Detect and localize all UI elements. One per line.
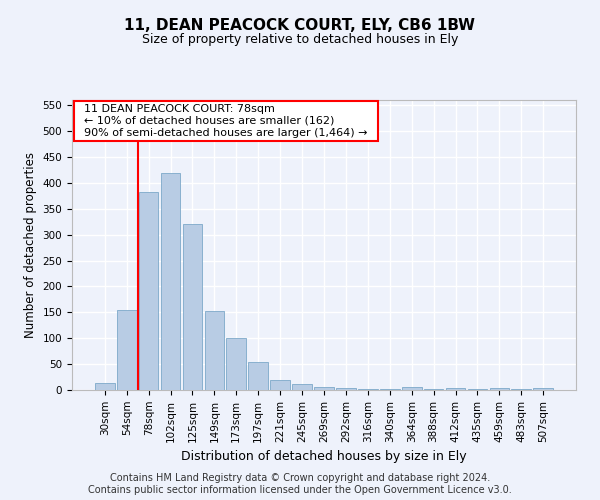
Bar bbox=[182, 224, 202, 390]
Text: 11, DEAN PEACOCK COURT, ELY, CB6 1BW: 11, DEAN PEACOCK COURT, ELY, CB6 1BW bbox=[125, 18, 476, 32]
Bar bbox=[292, 384, 312, 390]
Text: Size of property relative to detached houses in Ely: Size of property relative to detached ho… bbox=[142, 32, 458, 46]
Bar bbox=[248, 362, 268, 390]
Text: Contains HM Land Registry data © Crown copyright and database right 2024.
Contai: Contains HM Land Registry data © Crown c… bbox=[88, 474, 512, 495]
Bar bbox=[380, 389, 400, 390]
Bar bbox=[336, 388, 356, 390]
Bar bbox=[314, 388, 334, 390]
Bar bbox=[161, 172, 181, 390]
Bar bbox=[226, 338, 246, 390]
Bar bbox=[95, 384, 115, 390]
Bar bbox=[270, 380, 290, 390]
X-axis label: Distribution of detached houses by size in Ely: Distribution of detached houses by size … bbox=[181, 450, 467, 463]
Bar bbox=[205, 312, 224, 390]
Text: 11 DEAN PEACOCK COURT: 78sqm  
  ← 10% of detached houses are smaller (162)  
  : 11 DEAN PEACOCK COURT: 78sqm ← 10% of de… bbox=[77, 104, 374, 138]
Bar bbox=[402, 388, 422, 390]
Y-axis label: Number of detached properties: Number of detached properties bbox=[24, 152, 37, 338]
Bar bbox=[358, 389, 378, 390]
Bar bbox=[139, 192, 158, 390]
Bar bbox=[117, 310, 137, 390]
Bar bbox=[446, 388, 466, 390]
Bar bbox=[490, 388, 509, 390]
Bar bbox=[533, 388, 553, 390]
